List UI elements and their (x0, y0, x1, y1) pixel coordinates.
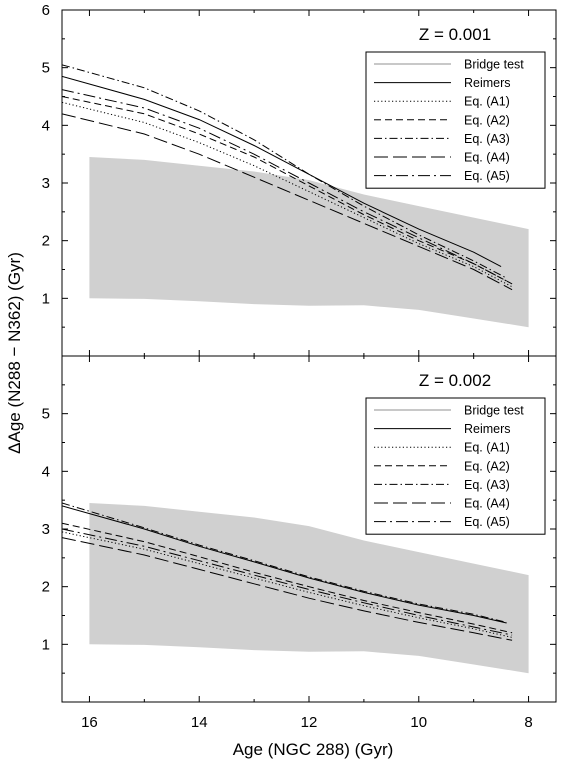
y-tick-label: 5 (42, 406, 50, 423)
series-line-eq-a1 (62, 101, 513, 288)
legend-label: Eq. (A4) (464, 151, 510, 165)
series-line-eq-a2 (62, 96, 513, 285)
x-axis-title: Age (NGC 288) (Gyr) (233, 740, 394, 759)
y-tick-label: 2 (42, 579, 50, 596)
x-tick-label: 12 (301, 714, 318, 731)
legend-label: Eq. (A4) (464, 497, 510, 511)
legend-box (365, 397, 546, 535)
x-tick-label: 10 (410, 714, 427, 731)
y-axis-title: ΔAge (N288 − N362) (Gyr) (5, 252, 24, 454)
series-line-eq-a4 (62, 537, 513, 641)
legend-label: Bridge test (464, 404, 524, 418)
y-tick-label: 4 (42, 117, 50, 134)
y-tick-label: 4 (42, 463, 50, 480)
legend-label: Reimers (464, 76, 511, 90)
series-line-eq-a5 (62, 89, 507, 282)
legend: Bridge test Reimers Eq. (A1) Eq. (A2) Eq. (A… (365, 397, 546, 535)
series-line-reimers (62, 75, 502, 268)
y-tick-label: 5 (42, 60, 50, 77)
legend-label: Eq. (A3) (464, 478, 510, 492)
panel-label: Z = 0.001 (419, 25, 491, 44)
legend-label: Bridge test (464, 58, 524, 72)
series-line-reimers (62, 505, 507, 624)
panel-label: Z = 0.002 (419, 371, 491, 390)
legend-label: Eq. (A5) (464, 515, 510, 529)
x-tick-label: 16 (81, 714, 98, 731)
y-tick-label: 1 (42, 636, 50, 653)
legend-label: Eq. (A1) (464, 441, 510, 455)
y-tick-label: 3 (42, 521, 50, 538)
legend-label: Eq. (A3) (464, 132, 510, 146)
series-line-eq-a4 (62, 113, 513, 291)
plot-area (62, 502, 529, 674)
legend-label: Eq. (A2) (464, 113, 510, 127)
legend-label: Eq. (A5) (464, 169, 510, 183)
series-line-eq-a3 (62, 502, 507, 623)
series-line-eq-a2 (62, 522, 513, 634)
y-tick-label: 3 (42, 175, 50, 192)
legend-label: Reimers (464, 422, 511, 436)
panel-top: 1 2 3 4 5 6 Z = 0.001 Bridge test Reimers Eq. (A1… (42, 2, 557, 357)
plot-area (62, 64, 529, 328)
y-tick-label: 2 (42, 233, 50, 250)
legend-box (365, 51, 546, 189)
legend-label: Eq. (A1) (464, 95, 510, 109)
x-tick-label: 8 (524, 714, 532, 731)
y-tick-label: 1 (42, 290, 50, 307)
bridge-test-band (89, 157, 529, 328)
legend-label: Eq. (A2) (464, 459, 510, 473)
series-line-eq-a3 (62, 64, 507, 279)
x-tick-label: 14 (191, 714, 208, 731)
legend: Bridge test Reimers Eq. (A1) Eq. (A2) Eq. (A… (365, 51, 546, 189)
y-tick-label: 6 (42, 2, 50, 19)
series-line-eq-a5 (62, 528, 513, 636)
